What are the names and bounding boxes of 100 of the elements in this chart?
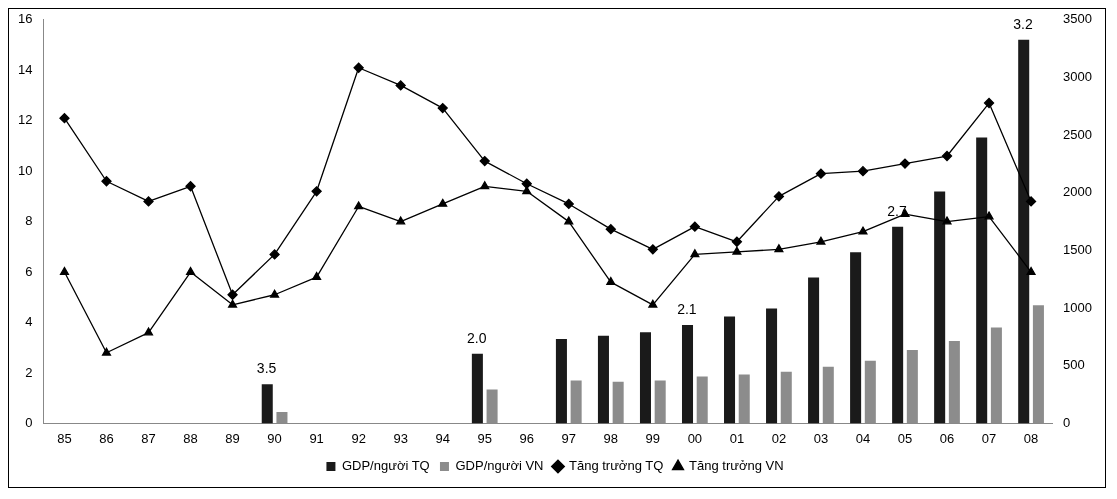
bar	[597, 335, 609, 424]
point	[521, 178, 532, 189]
point	[480, 181, 490, 190]
annotation: 3.5	[256, 360, 277, 377]
point	[270, 289, 280, 298]
bar	[976, 137, 988, 424]
bar	[1018, 39, 1030, 424]
y-tick-label: 2	[25, 364, 33, 380]
point	[858, 226, 868, 235]
bar	[261, 384, 273, 424]
x-tick-label: 97	[561, 430, 577, 446]
point	[227, 289, 238, 300]
bar	[934, 191, 946, 424]
legend-label: GDP/người VN	[455, 458, 544, 474]
x-tick-label: 07	[981, 430, 997, 446]
annotation: 2.1	[677, 300, 697, 317]
point	[774, 244, 784, 253]
legend-label: GDP/người TQ	[341, 458, 430, 474]
point	[101, 176, 112, 187]
point	[983, 97, 995, 109]
x-tick-label: 91	[309, 430, 324, 446]
y-tick-label: 14	[17, 61, 33, 77]
x-tick-label: 95	[477, 430, 492, 446]
y-tick-label: 16	[17, 11, 33, 27]
y2-tick-label: 1500	[1063, 242, 1092, 258]
bar	[808, 277, 820, 424]
point	[606, 276, 616, 286]
x-tick-label: 03	[813, 430, 829, 446]
point	[941, 150, 953, 162]
x-tick-label: 99	[645, 430, 661, 446]
bar	[681, 325, 694, 424]
bar	[724, 316, 736, 424]
point	[438, 198, 448, 207]
x-tick-label: 90	[267, 430, 282, 446]
point	[942, 216, 952, 225]
x-tick-label: 04	[855, 430, 871, 446]
bar	[892, 226, 904, 424]
point	[731, 236, 743, 247]
y-tick-label: 12	[17, 112, 33, 128]
point	[437, 102, 448, 114]
x-tick-label: 08	[1023, 430, 1039, 446]
point	[354, 201, 364, 210]
y2-tick-label: 0	[1063, 414, 1071, 430]
x-tick-label: 94	[435, 430, 450, 446]
x-tick-label: 87	[141, 430, 156, 446]
y2-tick-label: 500	[1063, 357, 1085, 373]
x-tick-label: 92	[351, 430, 366, 446]
point	[59, 113, 70, 124]
point	[690, 249, 700, 258]
y-tick-label: 8	[25, 213, 33, 229]
point	[984, 211, 994, 220]
point	[647, 244, 658, 255]
bar	[850, 252, 862, 424]
point	[59, 266, 70, 275]
y2-tick-label: 3000	[1063, 69, 1092, 85]
bar	[471, 353, 483, 424]
point	[732, 246, 742, 255]
x-tick-label: 02	[771, 430, 787, 446]
point	[605, 224, 616, 235]
x-tick-label: 01	[729, 430, 745, 446]
x-tick-label: 00	[687, 430, 703, 446]
x-tick-label: 93	[393, 430, 408, 446]
x-tick-label: 85	[57, 430, 72, 446]
x-tick-label: 05	[897, 430, 913, 446]
point	[563, 198, 574, 210]
y2-tick-label: 2500	[1063, 126, 1092, 142]
y2-tick-label: 1000	[1063, 299, 1092, 315]
bar	[766, 308, 778, 424]
x-tick-label: 89	[225, 430, 240, 446]
point	[564, 216, 574, 225]
x-tick-label: 86	[99, 430, 114, 446]
bar	[555, 338, 567, 424]
point	[395, 80, 406, 91]
point	[185, 181, 196, 192]
y-tick-label: 4	[25, 314, 33, 330]
y-tick-label: 6	[25, 263, 33, 279]
point	[186, 266, 196, 275]
point	[143, 196, 154, 207]
annotation: 2.0	[467, 329, 487, 346]
point	[773, 191, 785, 202]
point	[816, 236, 826, 245]
point	[311, 186, 322, 197]
point	[857, 166, 869, 177]
point	[101, 347, 112, 356]
x-tick-label: 06	[939, 430, 955, 446]
point	[228, 299, 238, 308]
point	[312, 271, 322, 280]
annotation: 3.2	[1013, 15, 1034, 32]
y-tick-label: 0	[25, 414, 33, 430]
legend-label: Tăng trưởng TQ	[568, 458, 664, 474]
point	[143, 327, 154, 336]
legend-label: Tăng trưởng VN	[689, 458, 784, 474]
y2-tick-label: 3500	[1063, 11, 1092, 27]
point	[269, 249, 280, 260]
point	[815, 168, 827, 179]
point	[396, 216, 406, 225]
point	[689, 221, 701, 232]
point	[353, 62, 364, 73]
x-tick-label: 96	[519, 430, 534, 446]
point	[648, 299, 658, 308]
